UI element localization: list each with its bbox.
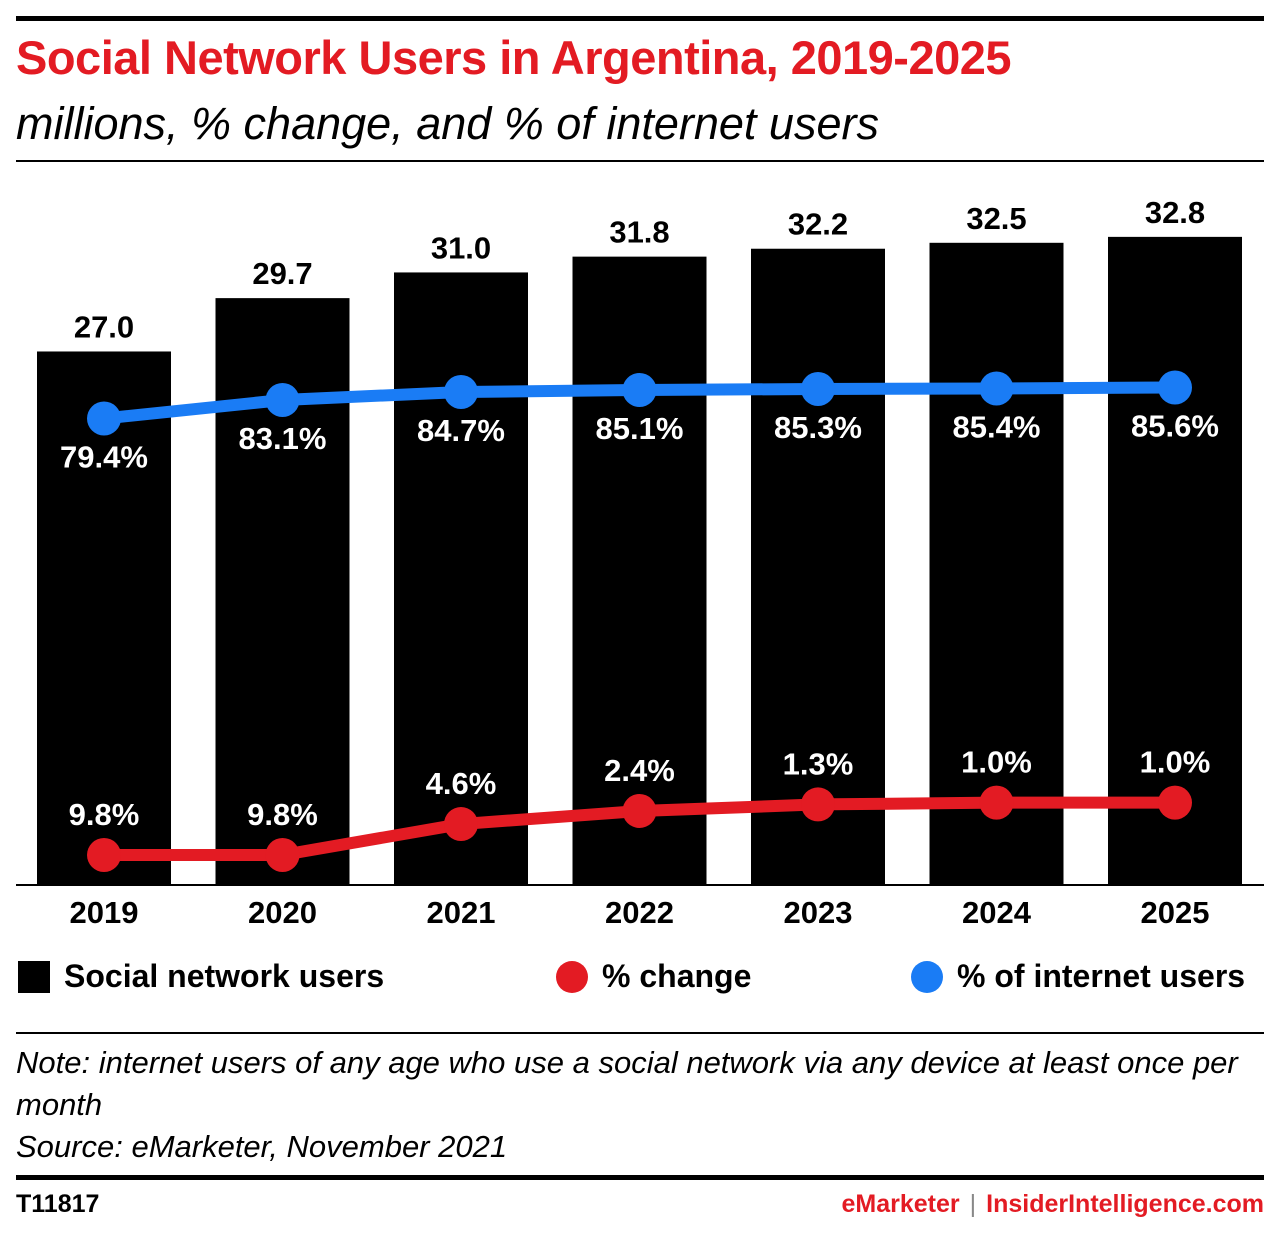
- x-tick-label: 2025: [1141, 895, 1210, 930]
- internet-users-point: [87, 401, 121, 436]
- x-tick-label: 2021: [427, 895, 496, 930]
- internet-users-point: [265, 383, 300, 417]
- legend-item-internet: % of internet users: [911, 958, 1245, 995]
- chart-area: 27.0 2019 29.7 2020 31.0 2021 31.8 2022 32.2 2023…: [16, 195, 1264, 930]
- internet-users-point: [444, 375, 478, 409]
- change-data-label: 4.6%: [426, 766, 497, 801]
- internet-users-point: [979, 371, 1014, 406]
- change-data-label: 1.0%: [961, 745, 1032, 780]
- brand-site: InsiderIntelligence.com: [986, 1190, 1264, 1218]
- x-tick-label: 2024: [962, 895, 1032, 930]
- legend-swatch-change: [556, 960, 588, 993]
- legend-label-internet: % of internet users: [957, 958, 1246, 994]
- x-tick-label: 2023: [784, 895, 853, 930]
- chart-title: Social Network Users in Argentina, 2019-…: [16, 31, 1012, 84]
- bar: [929, 242, 1064, 886]
- change-data-label: 2.4%: [604, 753, 675, 788]
- change-data-label: 9.8%: [69, 797, 140, 832]
- internet-users-data-label: 79.4%: [60, 440, 148, 475]
- internet-users-point: [801, 372, 835, 406]
- bar-value-label: 32.8: [1145, 195, 1205, 230]
- legend-rule: [16, 1032, 1264, 1034]
- labels-group: 27.0 2019 29.7 2020 31.0 2021 31.8 2022 32.2 2023…: [60, 195, 1219, 930]
- internet-users-data-label: 83.1%: [239, 421, 327, 456]
- internet-users-point: [622, 373, 657, 407]
- internet-users-point: [1158, 370, 1192, 405]
- bar: [37, 351, 171, 885]
- change-data-label: 9.8%: [247, 797, 318, 832]
- brand-separator: |: [969, 1190, 977, 1218]
- bar-value-label: 29.7: [252, 256, 312, 291]
- x-tick-label: 2020: [248, 895, 317, 930]
- chart-id: T11817: [16, 1190, 100, 1218]
- bar: [394, 272, 528, 885]
- change-point: [87, 838, 121, 872]
- change-point: [622, 793, 657, 828]
- bar-value-label: 31.8: [609, 215, 669, 250]
- internet-users-data-label: 85.4%: [953, 410, 1041, 445]
- x-tick-label: 2022: [605, 895, 674, 930]
- change-data-label: 1.0%: [1140, 745, 1211, 780]
- internet-users-data-label: 84.7%: [417, 413, 505, 448]
- chart-subtitle: millions, % change, and % of internet us…: [16, 98, 879, 149]
- change-point: [979, 785, 1014, 820]
- change-point: [801, 787, 835, 822]
- legend-item-users: Social network users: [18, 958, 384, 995]
- x-tick-label: 2019: [70, 895, 139, 930]
- internet-users-data-label: 85.6%: [1131, 409, 1219, 444]
- bar-value-label: 31.0: [431, 230, 491, 265]
- change-data-label: 1.3%: [783, 746, 854, 781]
- legend-label-users: Social network users: [64, 958, 385, 994]
- bar-value-label: 32.5: [966, 201, 1026, 236]
- legend-item-change: % change: [556, 958, 751, 995]
- subtitle-rule: [16, 160, 1264, 162]
- legend-label-change: % change: [602, 958, 752, 994]
- bar: [1108, 236, 1242, 885]
- footer-rule: [16, 1175, 1264, 1180]
- bar: [751, 248, 885, 885]
- internet-users-data-label: 85.3%: [774, 410, 862, 445]
- change-point: [265, 838, 300, 872]
- change-point: [1158, 785, 1192, 820]
- legend-swatch-users: [18, 960, 50, 993]
- bar: [572, 256, 707, 886]
- footer-brand: eMarketer | InsiderIntelligence.com: [842, 1190, 1265, 1219]
- bar-value-label: 27.0: [74, 309, 134, 344]
- note-text: Note: internet users of any age who use …: [16, 1045, 1238, 1122]
- brand-emarketer: eMarketer: [841, 1190, 960, 1218]
- internet-users-data-label: 85.1%: [596, 411, 684, 446]
- change-point: [444, 807, 478, 842]
- bar-value-label: 32.2: [788, 207, 848, 242]
- note-block: Note: internet users of any age who use …: [16, 1042, 1256, 1168]
- legend-swatch-internet: [911, 960, 943, 993]
- source-text: Source: eMarketer, November 2021: [16, 1129, 508, 1164]
- lines-group: [87, 370, 1192, 872]
- top-rule: [16, 16, 1264, 21]
